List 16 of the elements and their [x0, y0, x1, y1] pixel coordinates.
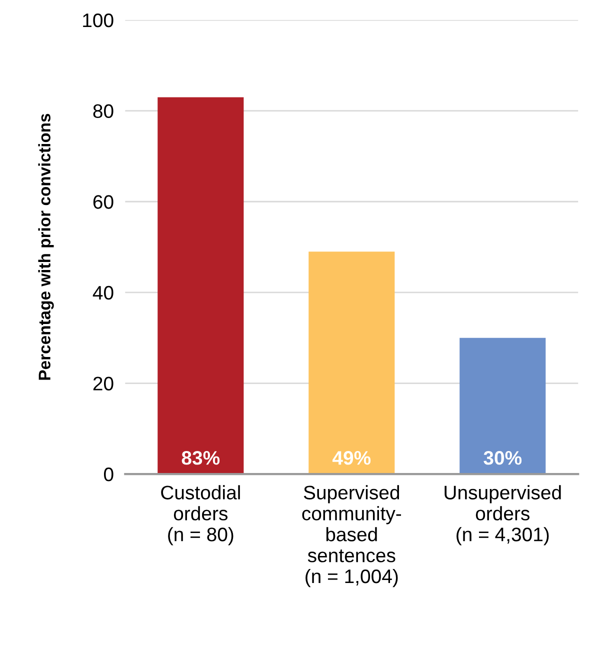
x-tick-label: Unsupervised orders (n = 4,301): [444, 485, 561, 546]
y-tick-label: 0: [104, 468, 114, 482]
y-tick-label: 40: [92, 286, 114, 300]
x-tick-label: Supervised community- based sentences (n = 1,004): [302, 485, 402, 588]
bar: [460, 338, 546, 474]
y-tick-label: 60: [93, 195, 114, 209]
data-label: 49%: [332, 451, 371, 465]
data-label: 83%: [182, 451, 220, 465]
bar: [158, 97, 244, 474]
y-axis-title: Percentage with prior convictions: [38, 114, 54, 380]
bar: [308, 252, 395, 474]
y-tick-label: 20: [93, 376, 114, 390]
data-label: 30%: [484, 451, 522, 465]
y-tick-label: 100: [83, 13, 114, 28]
x-tick-label: Custodial orders (n = 80): [161, 485, 240, 546]
y-tick-label: 80: [93, 104, 114, 118]
